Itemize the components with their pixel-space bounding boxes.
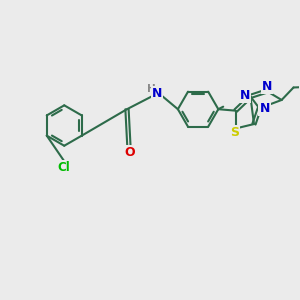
Text: N: N: [240, 89, 250, 102]
Text: O: O: [124, 146, 135, 159]
Text: N: N: [262, 80, 272, 93]
Text: N: N: [152, 87, 162, 100]
Text: S: S: [230, 126, 239, 139]
Text: H: H: [147, 84, 156, 94]
Text: Cl: Cl: [57, 161, 70, 174]
Text: N: N: [260, 102, 270, 115]
